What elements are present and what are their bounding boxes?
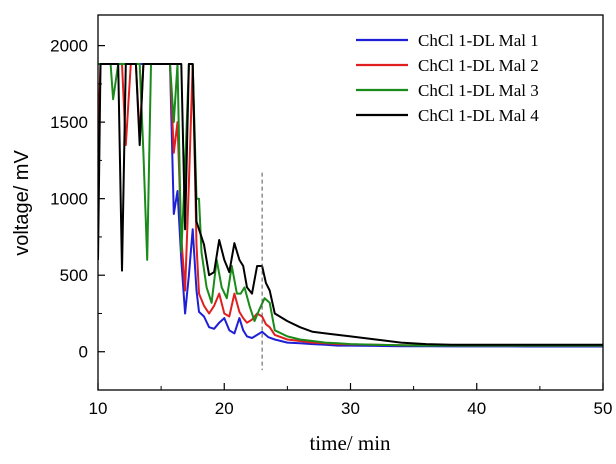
series-line-4 (98, 63, 603, 346)
ticks-layer (97, 45, 604, 391)
x-tick-label: 30 (341, 399, 360, 418)
x-tick-label: 50 (594, 399, 613, 418)
x-tick-label: 10 (89, 399, 108, 418)
y-tick-label: 0 (79, 343, 88, 362)
series-layer (98, 63, 603, 348)
x-axis-title: time/ min (309, 431, 391, 455)
x-tick-label: 40 (467, 399, 486, 418)
y-tick-label: 2000 (50, 37, 88, 56)
y-tick-label: 1000 (50, 190, 88, 209)
legend-label-1: ChCl 1-DL Mal 1 (418, 31, 539, 50)
legend-label-2: ChCl 1-DL Mal 2 (418, 56, 539, 75)
legend: ChCl 1-DL Mal 1 ChCl 1-DL Mal 2 ChCl 1-DL … (356, 31, 539, 125)
legend-label-4: ChCl 1-DL Mal 4 (418, 106, 539, 125)
x-tick-label: 20 (215, 399, 234, 418)
legend-label-3: ChCl 1-DL Mal 3 (418, 81, 539, 100)
y-tick-label: 1500 (50, 113, 88, 132)
y-tick-label: 500 (60, 266, 88, 285)
y-axis-title: voltage/ mV (11, 150, 33, 256)
